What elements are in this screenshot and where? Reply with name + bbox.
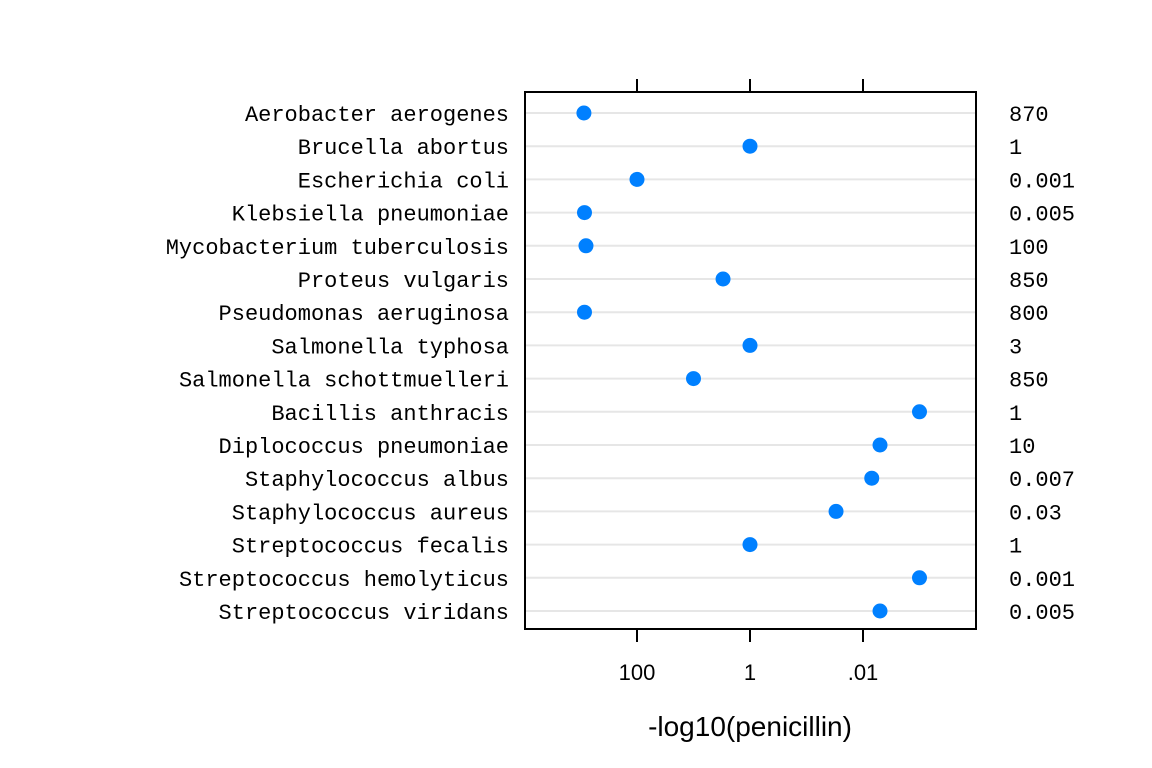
category-label: Aerobacter aerogenes [245,103,509,128]
data-point [715,271,731,287]
category-label: Escherichia coli [298,169,509,194]
data-point [742,337,758,353]
category-label: Proteus vulgaris [298,269,509,294]
right-value-label: 1 [1009,535,1022,560]
x-tick-label: .01 [848,660,879,685]
grid-lines [525,112,976,612]
right-value-label: 0.005 [1009,203,1075,228]
data-point [864,470,880,486]
right-value-labels: 870 1 0.001 0.005 100 850 800 3 850 1 10 0.007 0.03 1… [1009,103,1075,626]
data-point [576,205,592,221]
right-value-label: 0.001 [1009,169,1075,194]
data-point [578,238,594,254]
category-label: Streptococcus fecalis [232,535,509,560]
category-label: Staphylococcus aureus [232,501,509,526]
category-label: Bacillis anthracis [271,402,509,427]
data-points [576,105,927,619]
x-tick-label: 1 [744,660,756,685]
category-label: Klebsiella pneumoniae [232,203,509,228]
right-value-label: 800 [1009,302,1049,327]
category-labels: Aerobacter aerogenes Brucella abortus Esch… [166,103,509,626]
data-point [686,371,701,387]
data-point [742,138,758,154]
category-label: Brucella abortus [298,136,509,161]
data-point [576,105,592,121]
right-value-label: 0.007 [1009,468,1075,493]
category-label: Pseudomonas aeruginosa [219,302,509,327]
right-value-label: 1 [1009,136,1022,161]
category-label: Staphylococcus albus [245,468,509,493]
x-tick-label: 100 [619,660,656,685]
right-value-label: 850 [1009,269,1049,294]
data-point [912,404,927,420]
data-point [828,503,844,519]
data-point [912,570,927,586]
right-value-label: 850 [1009,369,1049,394]
category-label: Salmonella schottmuelleri [179,369,509,394]
x-axis-title: -log10(penicillin) [648,711,852,742]
right-value-label: 870 [1009,103,1049,128]
x-axis-ticks: 100 1 .01 [619,79,879,685]
category-label: Salmonella typhosa [271,335,509,360]
right-value-label: 0.03 [1009,501,1062,526]
right-value-label: 1 [1009,402,1022,427]
right-value-label: 100 [1009,236,1049,261]
data-point [872,437,888,453]
category-label: Streptococcus hemolyticus [179,568,509,593]
category-label: Mycobacterium tuberculosis [166,236,509,261]
data-point [629,171,645,187]
right-value-label: 0.001 [1009,568,1075,593]
category-label: Diplococcus pneumoniae [219,435,509,460]
data-point [742,537,758,553]
data-point [872,603,888,619]
right-value-label: 0.005 [1009,601,1075,626]
data-point [576,304,592,320]
right-value-label: 3 [1009,335,1022,360]
right-value-label: 10 [1009,435,1035,460]
category-label: Streptococcus viridans [219,601,509,626]
